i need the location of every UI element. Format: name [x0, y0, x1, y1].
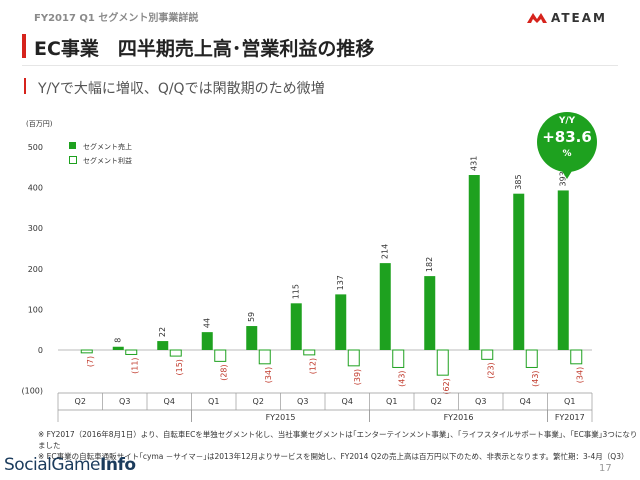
profit-data-label: (28) — [220, 364, 229, 380]
sales-bar — [290, 303, 302, 350]
profit-bar — [125, 349, 138, 355]
profit-bar — [258, 349, 271, 365]
yoy-value: +83.6 — [542, 128, 592, 146]
profit-data-label: (62) — [442, 378, 451, 394]
profit-data-label: (15) — [175, 359, 184, 375]
fiscal-group-label: FY2017 — [555, 413, 585, 422]
x-tick-label: Q2 — [253, 397, 264, 406]
sales-data-label: 22 — [158, 327, 167, 337]
x-tick-label: Q4 — [520, 397, 531, 406]
brand-part-3: Info — [100, 455, 136, 475]
sales-data-label: 385 — [514, 174, 523, 189]
sales-data-label: 44 — [203, 318, 212, 328]
logo-text: ATEAM — [551, 11, 607, 25]
sales-bar — [424, 276, 436, 350]
profit-bar — [169, 349, 182, 357]
sales-data-label: 115 — [292, 284, 301, 299]
brand-part-1: Social — [4, 455, 52, 475]
legend-profit-swatch — [69, 156, 77, 164]
y-tick-label: 200 — [28, 265, 43, 274]
y-tick-label: 100 — [28, 305, 43, 314]
sales-data-label: 182 — [425, 257, 434, 272]
x-tick-label: Q3 — [119, 397, 130, 406]
segment-bar-chart: (百万円) 500 400 300 200 100 0 (100) (7) 8 (11) 22 (15)… — [21, 120, 593, 422]
sales-bar — [157, 341, 169, 350]
profit-data-label: (12) — [309, 358, 318, 374]
x-tick-label: Q2 — [431, 397, 442, 406]
y-unit-label: (百万円) — [26, 120, 53, 128]
x-tick-label: Q4 — [164, 397, 175, 406]
sales-bar — [201, 332, 213, 350]
profit-bar — [481, 349, 494, 360]
sales-bar — [468, 175, 480, 350]
profit-bar — [303, 349, 316, 356]
yoy-unit: % — [562, 149, 572, 159]
footnote-2: ※ EC事業の自転車通販サイト｢cyma －サイマ－｣は2013年12月よりサー… — [38, 452, 629, 461]
title-accent-bar — [22, 34, 26, 58]
sales-bar — [379, 263, 391, 350]
y-tick-label: (100) — [21, 387, 43, 396]
sales-data-label: 214 — [381, 244, 390, 259]
y-tick-label: 300 — [28, 224, 43, 233]
yoy-badge: Y/Y +83.6 % — [537, 112, 597, 179]
profit-data-label: (43) — [531, 370, 540, 386]
ateam-logo-icon — [527, 13, 547, 23]
x-tick-label: Q3 — [297, 397, 308, 406]
x-tick-label: Q2 — [75, 397, 86, 406]
footnotes: ※ FY2017（2016年8月1日）より、自転車ECを単独セグメント化し、当社… — [38, 429, 640, 462]
brand-part-2: Game — [51, 455, 101, 475]
profit-bar — [80, 349, 93, 354]
sales-data-label: 8 — [114, 338, 123, 343]
page-number: 17 — [599, 463, 612, 474]
sales-data-label: 431 — [470, 156, 479, 171]
header-divider — [22, 65, 618, 66]
profit-data-label: (34) — [264, 367, 273, 383]
profit-bar — [570, 349, 583, 365]
y-tick-label: 500 — [28, 143, 43, 152]
subheading-accent-bar — [24, 78, 26, 94]
section-subtitle: FY2017 Q1 セグメント別事業詳説 — [34, 13, 199, 24]
fiscal-group-label: FY2015 — [266, 413, 296, 422]
x-tick-label: Q3 — [475, 397, 486, 406]
sales-data-label: 137 — [336, 275, 345, 290]
y-tick-label: 0 — [38, 346, 43, 355]
page-title: EC事業 四半期売上高･営業利益の推移 — [34, 38, 375, 60]
profit-data-label: (7) — [86, 356, 95, 367]
profit-bar — [525, 349, 538, 368]
profit-data-label: (11) — [131, 357, 140, 373]
sales-bar — [557, 190, 569, 350]
legend-profit-label: セグメント利益 — [83, 156, 132, 165]
y-tick-label: 400 — [28, 184, 43, 193]
yoy-label: Y/Y — [558, 116, 576, 126]
sub-heading: Y/Yで大幅に増収、Q/Qでは閑散期のため微増 — [38, 81, 325, 97]
profit-bar — [347, 349, 360, 367]
sales-bar — [246, 326, 258, 350]
x-tick-label: Q1 — [564, 397, 575, 406]
fiscal-group-label: FY2016 — [444, 413, 474, 422]
sales-bar — [335, 294, 347, 350]
profit-bar — [214, 349, 227, 362]
x-tick-label: Q1 — [208, 397, 219, 406]
sales-data-label: 59 — [247, 312, 256, 322]
company-logo: ATEAM — [526, 11, 607, 25]
profit-data-label: (43) — [398, 370, 407, 386]
x-tick-label: Q4 — [342, 397, 353, 406]
profit-data-label: (39) — [353, 369, 362, 385]
footnote-1: ※ FY2017（2016年8月1日）より、自転車ECを単独セグメント化し、当社… — [38, 430, 638, 450]
legend-sales-label: セグメント売上 — [83, 142, 132, 151]
profit-bar — [436, 349, 449, 376]
sales-bar — [513, 193, 525, 350]
profit-data-label: (34) — [576, 367, 585, 383]
profit-bar — [392, 349, 405, 368]
sales-bar — [112, 346, 124, 350]
x-tick-label: Q1 — [386, 397, 397, 406]
legend-sales-swatch — [69, 142, 76, 149]
watermark-brand: SocialGameInfo — [4, 455, 136, 475]
profit-data-label: (23) — [487, 362, 496, 378]
